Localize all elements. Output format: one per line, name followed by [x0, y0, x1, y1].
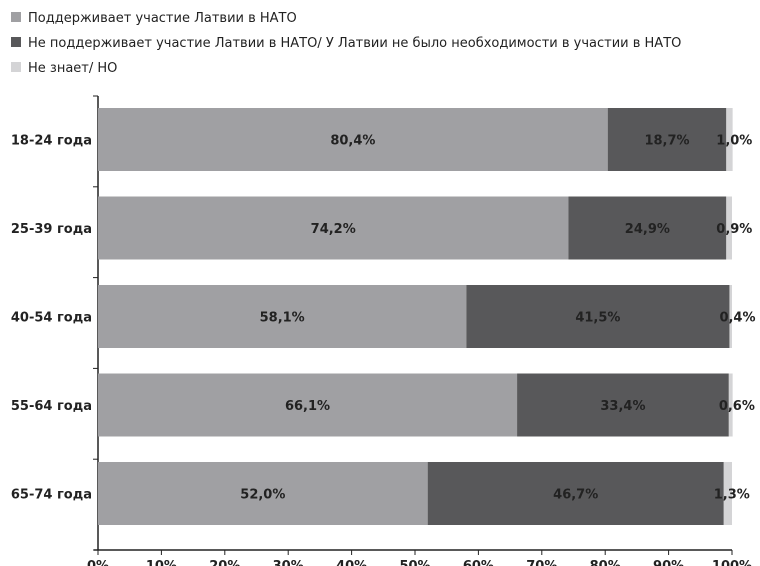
bar-segment — [726, 196, 732, 260]
category-label: 25-39 года — [11, 222, 92, 237]
bar-segment — [98, 108, 608, 171]
bar-segment — [466, 285, 730, 348]
data-label: 1,3% — [714, 488, 750, 503]
data-label: 0,9% — [716, 222, 752, 237]
data-label: 1,0% — [716, 134, 752, 149]
x-tick-label: 40% — [336, 559, 367, 566]
data-label: 33,4% — [600, 399, 645, 414]
legend-entry: Поддерживает участие Латвии в НАТО — [28, 11, 297, 26]
bar-segment — [427, 462, 724, 525]
category-label: 55-64 года — [11, 399, 92, 414]
bar-segment — [568, 196, 727, 260]
x-tick-label: 100% — [712, 559, 752, 566]
legend-entry: Не поддерживает участие Латвии в НАТО/ У… — [28, 36, 681, 51]
bar-segment — [723, 462, 732, 525]
data-label: 52,0% — [240, 488, 285, 503]
data-label: 41,5% — [575, 311, 620, 326]
legend: Поддерживает участие Латвии в НАТО Не под… — [11, 11, 681, 76]
category-label: 18-24 года — [11, 134, 92, 149]
bar-segment — [98, 373, 518, 437]
legend-swatch — [11, 62, 21, 72]
data-labels: 18-24 года 80,4% 18,7% 1,0% 25-39 года 74,2% 2… — [11, 134, 756, 503]
bar-segment — [517, 373, 729, 437]
legend-entry: Не знает/ НО — [28, 61, 117, 76]
data-label: 74,2% — [311, 222, 356, 237]
data-label: 58,1% — [260, 311, 305, 326]
data-label: 24,9% — [625, 222, 670, 237]
data-label: 66,1% — [285, 399, 330, 414]
x-tick-label: 0% — [87, 559, 109, 566]
bar-segment — [98, 462, 428, 525]
data-label: 0,6% — [719, 399, 755, 414]
category-label: 40-54 года — [11, 311, 92, 326]
x-tick-label: 60% — [463, 559, 494, 566]
bars — [98, 108, 733, 525]
data-label: 18,7% — [644, 134, 689, 149]
x-tick-label: 80% — [590, 559, 621, 566]
data-label: 46,7% — [553, 488, 598, 503]
x-tick-label: 30% — [273, 559, 304, 566]
x-tick-label: 20% — [209, 559, 240, 566]
bar-segment — [726, 108, 733, 171]
x-tick-label: 70% — [526, 559, 557, 566]
bar-segment — [729, 285, 732, 348]
bar-segment — [607, 108, 727, 171]
data-label: 80,4% — [330, 134, 375, 149]
bar-segment — [98, 196, 569, 260]
legend-swatch — [11, 12, 21, 22]
data-label: 0,4% — [719, 311, 755, 326]
category-label: 65-74 года — [11, 488, 92, 503]
x-tick-label: 90% — [653, 559, 684, 566]
x-tick-label: 10% — [146, 559, 177, 566]
legend-swatch — [11, 37, 21, 47]
x-tick-label: 50% — [399, 559, 430, 566]
bar-segment — [728, 373, 733, 437]
bar-segment — [98, 285, 467, 348]
